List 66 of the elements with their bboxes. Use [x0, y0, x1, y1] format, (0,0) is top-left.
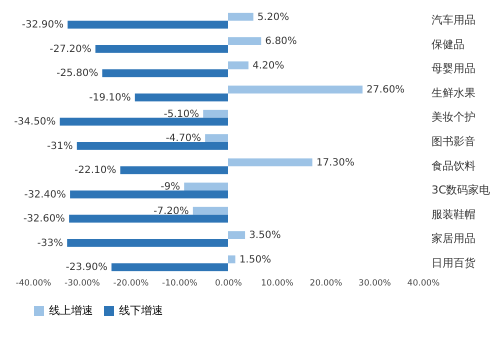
- x-tick-label: 40.00%: [407, 278, 440, 288]
- data-label: -7.20%: [154, 206, 189, 217]
- bar: [60, 118, 228, 126]
- y-tick-label: 汽车用品: [432, 14, 476, 27]
- bar: [228, 12, 254, 21]
- data-label: 27.60%: [366, 84, 405, 96]
- y-tick-label: 家居用品: [432, 232, 476, 246]
- legend-label: 线下增速: [119, 304, 163, 317]
- bar: [95, 44, 228, 53]
- bar: [228, 231, 246, 240]
- data-label: 5.20%: [257, 12, 290, 23]
- data-label: -32.90%: [22, 20, 64, 31]
- y-tick-label: 保健品: [432, 38, 464, 51]
- data-label: -23.90%: [66, 262, 108, 274]
- data-label: -5.10%: [164, 108, 200, 120]
- bar: [228, 158, 312, 166]
- bar: [76, 142, 228, 150]
- data-label: -32.40%: [24, 189, 66, 200]
- bar: [70, 190, 228, 198]
- bar: [69, 214, 228, 223]
- y-tick-label: 3C数码家电: [432, 184, 490, 197]
- bar: [184, 182, 228, 191]
- legend-label: 线上增速: [49, 304, 93, 317]
- data-label: -33%: [37, 238, 64, 249]
- data-label: -19.10%: [89, 92, 131, 104]
- data-label: -4.70%: [166, 133, 202, 144]
- data-label: 17.30%: [316, 157, 354, 168]
- data-label: -9%: [160, 182, 180, 193]
- data-label: -34.50%: [14, 116, 56, 128]
- data-label: 3.50%: [249, 230, 281, 242]
- y-tick-label: 美妆个护: [432, 110, 476, 124]
- data-label: -27.20%: [50, 44, 92, 55]
- bar: [120, 166, 228, 174]
- y-tick-label: 母婴用品: [432, 62, 476, 76]
- bar: [68, 20, 228, 29]
- data-label: 1.50%: [239, 254, 272, 266]
- data-label: 4.20%: [252, 60, 284, 72]
- y-tick-label: 生鲜水果: [432, 86, 476, 100]
- data-label: -22.10%: [74, 165, 116, 176]
- bar: [203, 110, 228, 118]
- x-tick-label: 0.00%: [214, 278, 242, 288]
- bar: [111, 263, 228, 272]
- bar: [228, 61, 248, 70]
- y-tick-label: 服装鞋帽: [432, 208, 476, 221]
- bar: [228, 86, 363, 94]
- x-tick-label: 20.00%: [310, 278, 342, 288]
- x-tick-label: -10.00%: [162, 278, 198, 288]
- data-label: -25.80%: [56, 68, 98, 80]
- x-tick-label: 10.00%: [261, 278, 294, 288]
- data-label: 6.80%: [265, 36, 297, 48]
- bar: [67, 239, 228, 247]
- y-tick-label: 日用百货: [432, 256, 476, 270]
- bar: [102, 69, 228, 78]
- bar: [228, 37, 262, 45]
- bar: [205, 134, 228, 142]
- y-tick-label: 图书影音: [432, 135, 476, 148]
- x-tick-label: -20.00%: [113, 278, 149, 288]
- x-tick-label: 30.00%: [358, 278, 391, 288]
- x-tick-label: -40.00%: [16, 278, 52, 288]
- data-label: -32.60%: [23, 214, 66, 225]
- x-tick-label: -30.00%: [64, 278, 100, 288]
- y-tick-label: 食品饮料: [432, 159, 476, 172]
- bar: [228, 255, 236, 264]
- data-label: -31%: [47, 140, 73, 152]
- bar: [192, 206, 228, 215]
- bar: [134, 93, 228, 102]
